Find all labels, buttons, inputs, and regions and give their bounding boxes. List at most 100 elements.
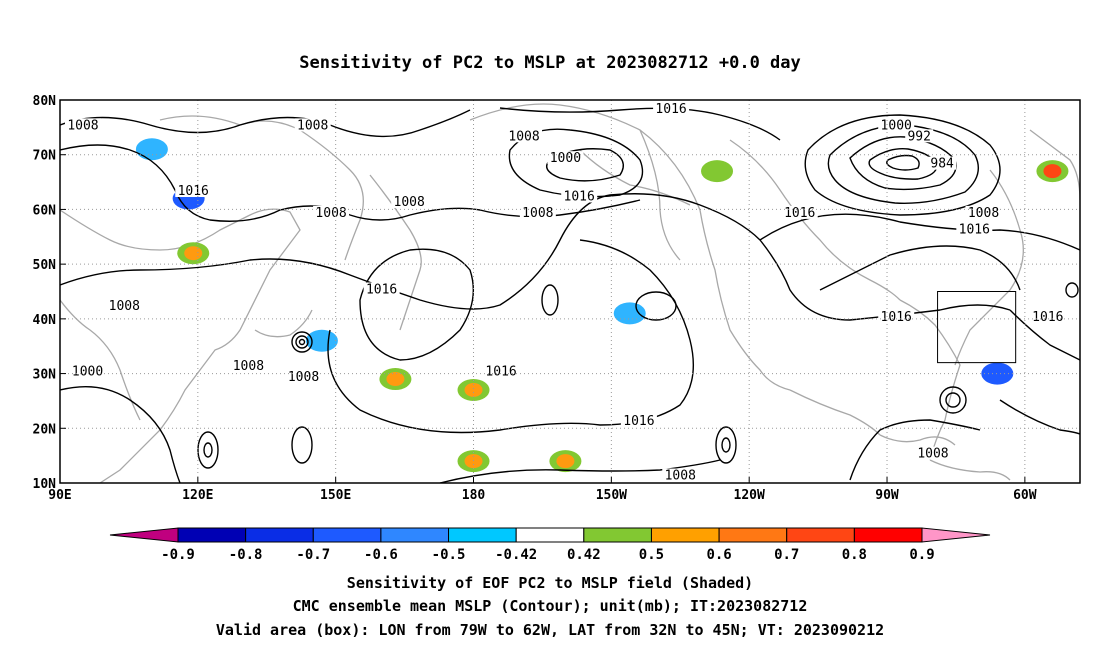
contour-label-bg (1029, 309, 1066, 323)
colorbar-swatch (853, 527, 923, 543)
contour-label: 1016 (881, 310, 912, 325)
colorbar-swatch (312, 527, 382, 543)
contour-label-bg (928, 156, 957, 170)
colorbar-tick-label: -0.9 (161, 547, 195, 563)
shaded-region (1043, 164, 1062, 179)
contour-label: 1008 (394, 195, 425, 210)
colorbar-swatch (245, 527, 314, 543)
shaded-region (620, 306, 639, 321)
x-tick-label: 60W (1013, 488, 1037, 503)
y-tick-label: 20N (33, 422, 57, 437)
contour-label: 1000 (550, 151, 581, 166)
x-tick-label: 150E (320, 488, 351, 503)
colorbar-tick-label: -0.8 (229, 547, 263, 563)
colorbar-tick-label: 0.7 (774, 547, 799, 563)
colorbar-tick-label: 0.8 (842, 547, 867, 563)
contour-label-bg (878, 309, 915, 323)
contour-label: 1008 (315, 206, 346, 221)
contour-label: 1016 (1032, 310, 1063, 325)
y-tick-label: 50N (33, 258, 57, 273)
contour-label: 1008 (288, 370, 319, 385)
contour-label: 1016 (564, 189, 595, 204)
shaded-region (464, 454, 483, 469)
caption-line-1: Sensitivity of EOF PC2 to MSLP field (Sh… (347, 574, 753, 592)
contour-label: 992 (907, 129, 930, 144)
contour-label: 1008 (508, 129, 539, 144)
y-tick-label: 30N (33, 368, 57, 383)
y-tick-label: 40N (33, 313, 57, 328)
colorbar-swatch (380, 527, 450, 543)
colorbar-tick-label: 0.9 (909, 547, 934, 563)
colorbar-tick-label: -0.6 (364, 547, 398, 563)
colorbar-tick-label: 0.5 (639, 547, 664, 563)
contour-label: 1008 (233, 359, 264, 374)
colorbar-swatch (650, 527, 720, 543)
colorbar-swatch (448, 527, 517, 543)
contour-label-bg (175, 184, 212, 198)
contour-label: 1008 (968, 206, 999, 221)
x-tick-label: 120E (182, 488, 213, 503)
contour-label: 1000 (72, 365, 103, 380)
contour-label: 1008 (917, 447, 948, 462)
contour-label-bg (363, 282, 400, 296)
contour-label-bg (294, 118, 331, 132)
shaded-region (988, 366, 1007, 381)
y-tick-label: 10N (33, 477, 57, 492)
colorbar-end-high (921, 527, 991, 543)
contour-label-bg (914, 446, 951, 460)
contour-label: 1008 (522, 206, 553, 221)
colorbar: -0.9 -0.8 -0.7 -0.6 -0.5 -0.42 0.42 0.5 0.6 0.7 0.… (109, 527, 991, 563)
contour-label-bg (905, 129, 934, 143)
x-tick-label: 120W (734, 488, 765, 503)
colorbar-tick-label: -0.5 (432, 547, 466, 563)
colorbar-tick-label: -0.7 (296, 547, 330, 563)
shaded-region (464, 382, 483, 397)
contour-label-bg (620, 413, 657, 427)
caption-line-3: Valid area (box): LON from 79W to 62W, L… (216, 621, 884, 639)
x-axis-ticks: 90E 120E 150E 180 150W 120W 90W 60W (48, 477, 1037, 503)
contour-label-bg (653, 101, 690, 115)
shaded-region (142, 142, 161, 157)
contour-label: 1008 (297, 118, 328, 133)
contour-label-bg (64, 118, 101, 132)
x-tick-label: 180 (462, 488, 486, 503)
contour-label-bg (956, 222, 993, 236)
y-axis-ticks: 10N 20N 30N 40N 50N 60N 70N 80N (33, 94, 66, 492)
colorbar-tick-label: 0.42 (567, 547, 601, 563)
colorbar-tick-label: 0.6 (706, 547, 731, 563)
contour-label-bg (230, 359, 267, 373)
colorbar-swatch (718, 527, 788, 543)
valid-area-box (937, 291, 1017, 364)
shaded-region (386, 372, 405, 387)
y-tick-label: 80N (33, 94, 57, 109)
contour-label: 1016 (784, 206, 815, 221)
contour-label-bg (69, 364, 106, 378)
map-panel: 1008 1008 1016 1008 1008 1008 1016 1000 1016 1008… (33, 94, 1081, 503)
colorbar-swatch (177, 527, 247, 543)
contour-label: 1016 (485, 365, 516, 380)
y-tick-label: 70N (33, 149, 57, 164)
contour-label-bg (391, 194, 428, 208)
x-tick-label: 90E (48, 488, 71, 503)
colorbar-tick-label: -0.42 (495, 547, 537, 563)
colorbar-swatch (583, 527, 652, 543)
contour-label: 1000 (881, 118, 912, 133)
contour-label: 984 (930, 157, 954, 172)
contour-label: 1016 (655, 102, 686, 117)
y-tick-label: 60N (33, 203, 57, 218)
contour-label-bg (561, 189, 598, 203)
colorbar-end-low (109, 527, 179, 543)
x-tick-label: 150W (596, 488, 627, 503)
map-frame (59, 99, 1081, 484)
contour-label: 1016 (366, 283, 397, 298)
contour-label: 1016 (178, 184, 209, 199)
contour-label: 1008 (665, 469, 696, 484)
colorbar-swatch (515, 527, 585, 543)
x-tick-label: 90W (875, 488, 899, 503)
chart-title: Sensitivity of PC2 to MSLP at 2023082712… (299, 53, 801, 73)
contour-label-bg (662, 468, 699, 482)
sensitivity-shading (135, 138, 1069, 473)
shaded-region (184, 246, 203, 261)
colorbar-swatch (786, 527, 855, 543)
